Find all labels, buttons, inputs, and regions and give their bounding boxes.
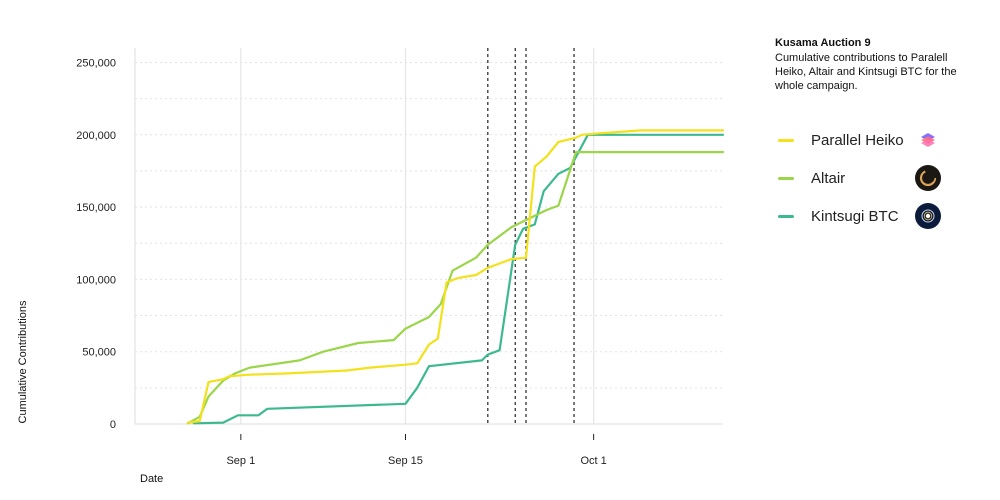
legend-label-altair: Altair — [811, 169, 846, 187]
y-axis-title: Cumulative Contributions — [17, 300, 29, 423]
kintsugi-btc-logo-icon — [915, 203, 941, 229]
legend-item-parallel-heiko: Parallel Heiko — [778, 121, 948, 159]
legend: Parallel Heiko Altair Kintsugi BTC — [778, 121, 948, 235]
x-axis-title: Date — [140, 473, 163, 485]
series-line-altair — [186, 151, 725, 425]
parallel-heiko-logo-icon — [915, 127, 941, 153]
chart-subtitle: Cumulative contributions to Paralell Hei… — [775, 52, 957, 92]
chart-title: Kusama Auction 9 — [775, 37, 871, 49]
x-tick-label: Sep 1 — [226, 455, 255, 467]
y-tick-label: 200,000 — [76, 130, 116, 142]
legend-item-kintsugi-btc: Kintsugi BTC — [778, 197, 948, 235]
y-tick-label: 50,000 — [82, 347, 116, 359]
y-tick-label: 100,000 — [76, 274, 116, 286]
y-tick-label: 0 — [110, 419, 116, 431]
x-tick-label: Sep 15 — [388, 455, 423, 467]
legend-swatch-altair — [778, 176, 794, 180]
legend-label-parallel-heiko: Parallel Heiko — [811, 131, 904, 149]
legend-swatch-parallel-heiko — [778, 138, 794, 142]
x-tick-label: Oct 1 — [580, 455, 606, 467]
chart-description: Kusama Auction 9 Cumulative contribution… — [775, 36, 980, 93]
legend-item-altair: Altair — [778, 159, 948, 197]
series-line-kintsugi-btc — [192, 133, 725, 425]
y-tick-label: 150,000 — [76, 202, 116, 214]
legend-label-kintsugi-btc: Kintsugi BTC — [811, 207, 899, 225]
altair-logo-icon — [915, 165, 941, 191]
legend-swatch-kintsugi-btc — [778, 214, 794, 218]
y-tick-label: 250,000 — [76, 57, 116, 69]
series-line-parallel-heiko — [186, 129, 725, 424]
